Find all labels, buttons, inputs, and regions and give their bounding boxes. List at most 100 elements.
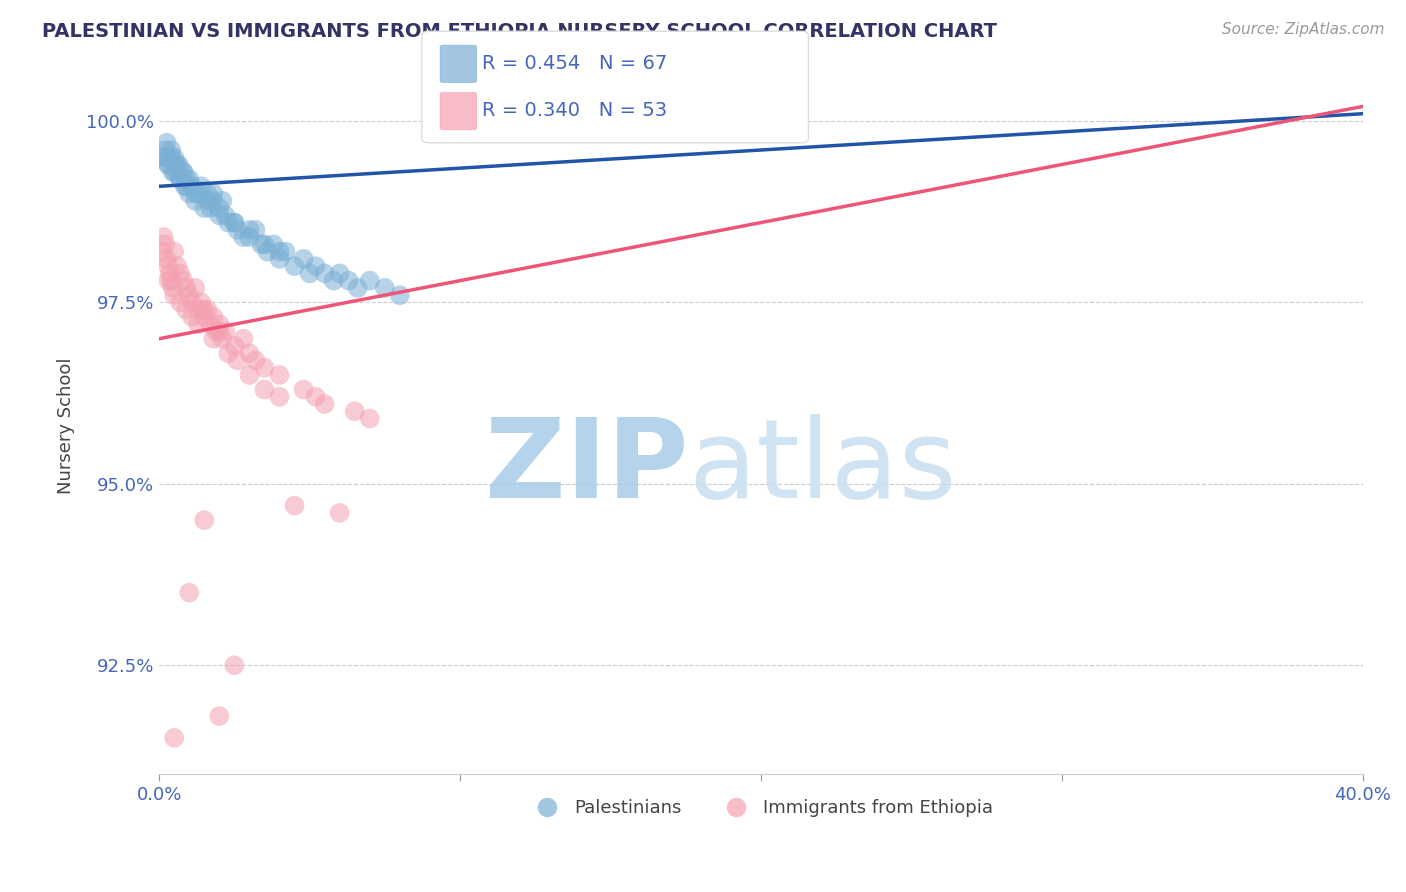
Point (245, 223, 267, 237)
Point (224, 658, 246, 673)
Point (217, 216, 239, 230)
Point (174, 281, 197, 295)
Point (224, 339, 246, 353)
Point (165, 157, 187, 171)
Point (163, 288, 186, 302)
Point (179, 288, 201, 302)
Point (167, 157, 190, 171)
Point (181, 179, 204, 194)
Point (224, 216, 246, 230)
Point (181, 310, 204, 324)
Point (337, 274, 360, 288)
Point (193, 302, 215, 317)
Point (208, 709, 231, 723)
Point (250, 237, 273, 252)
Point (179, 172, 201, 186)
Point (205, 325, 228, 339)
Point (172, 165, 194, 179)
Point (193, 513, 215, 527)
Point (174, 172, 197, 186)
Point (179, 585, 201, 599)
Point (184, 186, 207, 201)
Point (202, 310, 225, 324)
Point (269, 368, 291, 382)
Point (187, 302, 209, 317)
Point (226, 353, 249, 368)
Point (172, 274, 194, 288)
Point (238, 223, 260, 237)
Point (156, 252, 179, 266)
Point (329, 266, 352, 280)
Point (160, 143, 183, 157)
Point (193, 310, 215, 324)
Point (238, 368, 260, 382)
Point (359, 411, 381, 425)
Point (162, 165, 184, 179)
Point (253, 383, 276, 397)
Point (181, 295, 204, 310)
Point (159, 266, 181, 280)
Point (232, 332, 254, 346)
Point (184, 194, 207, 208)
Point (153, 150, 176, 164)
Point (179, 186, 201, 201)
Point (388, 288, 411, 302)
Point (314, 397, 336, 411)
Text: R = 0.340   N = 53: R = 0.340 N = 53 (482, 101, 668, 120)
Point (195, 194, 218, 208)
Point (374, 281, 396, 295)
Point (163, 731, 186, 745)
Point (224, 216, 246, 230)
Point (152, 150, 174, 164)
Y-axis label: Nursery School: Nursery School (58, 358, 75, 494)
Point (343, 404, 366, 418)
Point (163, 244, 186, 259)
Point (190, 295, 212, 310)
Point (202, 194, 225, 208)
Point (195, 186, 218, 201)
Point (187, 186, 209, 201)
Point (208, 317, 231, 331)
Point (263, 237, 285, 252)
Point (153, 143, 176, 157)
Point (160, 274, 183, 288)
Point (359, 274, 381, 288)
Point (238, 346, 260, 360)
Text: PALESTINIAN VS IMMIGRANTS FROM ETHIOPIA NURSERY SCHOOL CORRELATION CHART: PALESTINIAN VS IMMIGRANTS FROM ETHIOPIA … (42, 22, 997, 41)
Point (195, 302, 218, 317)
Point (298, 266, 321, 280)
Point (329, 506, 352, 520)
Point (157, 274, 180, 288)
Point (157, 259, 180, 273)
Point (166, 165, 188, 179)
Point (208, 325, 231, 339)
Point (253, 360, 276, 375)
Point (208, 208, 231, 222)
Point (269, 390, 291, 404)
Point (169, 266, 191, 280)
Point (202, 186, 225, 201)
Point (169, 172, 191, 186)
Point (200, 317, 222, 331)
Point (152, 230, 174, 244)
Point (274, 244, 297, 259)
Text: Source: ZipAtlas.com: Source: ZipAtlas.com (1222, 22, 1385, 37)
Point (157, 157, 180, 171)
Point (214, 208, 236, 222)
Point (214, 325, 236, 339)
Point (322, 274, 344, 288)
Point (217, 346, 239, 360)
Point (173, 179, 195, 194)
Point (283, 259, 305, 273)
Point (166, 259, 188, 273)
Point (169, 172, 191, 186)
Point (202, 332, 225, 346)
Point (292, 252, 315, 266)
Point (163, 165, 186, 179)
Point (153, 237, 176, 252)
Point (187, 317, 209, 331)
Point (159, 150, 181, 164)
Point (162, 281, 184, 295)
Point (156, 136, 179, 150)
Point (253, 237, 276, 252)
